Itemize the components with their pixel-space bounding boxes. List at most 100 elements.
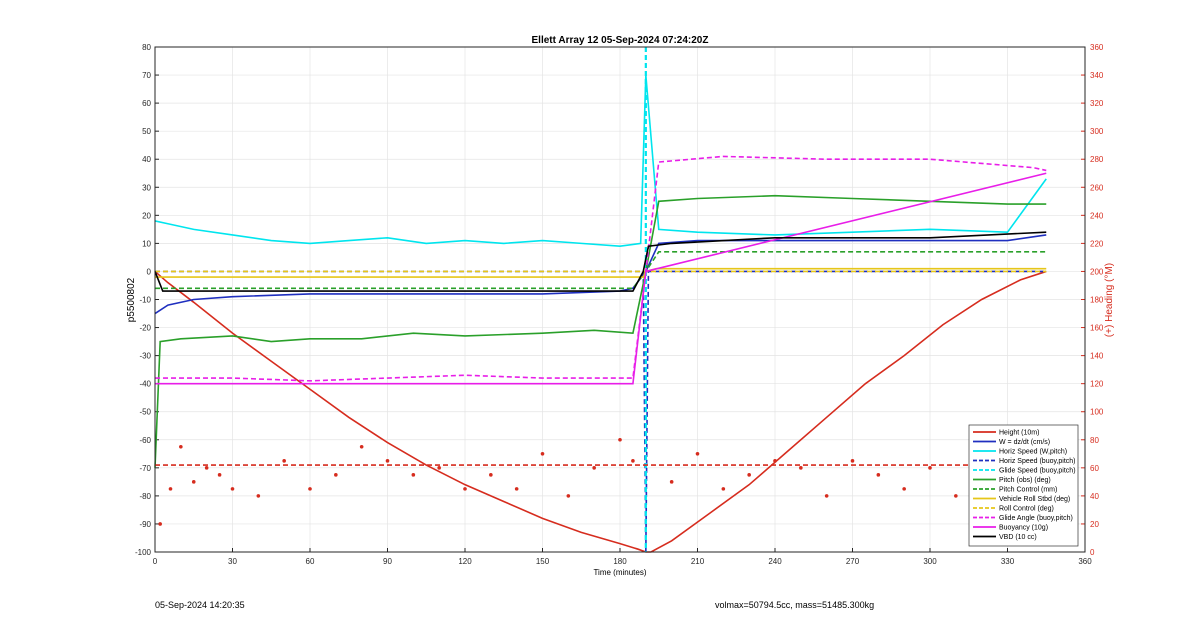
heading-point — [256, 494, 261, 498]
heading-point — [850, 459, 855, 463]
x-tick-label: 180 — [613, 557, 627, 566]
y-right-axis-label: (+) Heading (°M) — [1104, 263, 1115, 337]
legend-entry: Glide Speed (buoy,pitch) — [999, 468, 1076, 475]
series-height-10m — [154, 270, 1047, 553]
heading-point — [179, 444, 183, 449]
heading-point — [618, 437, 622, 442]
x-tick-label: 210 — [691, 557, 705, 566]
footer-timestamp: 05-Sep-2024 14:20:35 — [155, 600, 245, 610]
heading-point — [411, 473, 416, 477]
series-buoyancy-10g — [155, 172, 1047, 385]
footer-mass-info: volmax=50794.5cc, mass=51485.300kg — [715, 600, 875, 610]
x-tick-label: 330 — [1001, 557, 1015, 566]
heading-point — [463, 487, 467, 491]
x-tick-label: 120 — [458, 557, 472, 566]
y-left-tick-label: 60 — [142, 99, 151, 108]
heading-point — [631, 459, 635, 463]
y-left-tick-label: -10 — [139, 296, 151, 305]
y-left-tick-label: -20 — [139, 324, 151, 333]
x-tick-label: 300 — [923, 557, 937, 566]
heading-point — [954, 494, 958, 498]
y-left-tick-label: -50 — [139, 408, 151, 417]
heading-point — [334, 473, 338, 477]
y-right-tick-label: 200 — [1090, 267, 1104, 276]
y-left-tick-label: 0 — [147, 267, 152, 276]
series-heading — [158, 437, 1036, 526]
y-left-tick-label: -90 — [139, 520, 151, 529]
y-right-tick-label: 300 — [1090, 127, 1104, 136]
y-left-tick-label: -70 — [139, 464, 151, 473]
heading-point — [876, 473, 881, 477]
heading-point — [158, 522, 162, 526]
x-tick-label: 30 — [228, 557, 237, 566]
plot-frame — [154, 46, 1086, 553]
legend-entry: Horiz Speed (buoy,pitch) — [999, 458, 1076, 465]
legend: Height (10m) W = dz/dt (cm/s) Horiz Speed … — [968, 424, 1079, 547]
y-right-tick-label: 180 — [1090, 296, 1104, 305]
heading-point — [824, 494, 829, 498]
legend-entry: Roll Control (deg) — [999, 506, 1054, 513]
legend-entry: W = dz/dt (cm/s) — [999, 439, 1050, 446]
x-tick-label: 60 — [306, 557, 315, 566]
y-right-tick-label: 240 — [1090, 211, 1104, 220]
y-right-axis-ticks: 3603403203002802602402202001801601401201… — [1081, 43, 1104, 557]
heading-point — [514, 487, 519, 491]
y-right-tick-label: 80 — [1090, 436, 1099, 445]
legend-entry: Glide Angle (buoy,pitch) — [999, 515, 1073, 522]
legend-box — [968, 424, 1079, 547]
y-right-tick-label: 220 — [1090, 239, 1104, 248]
x-tick-label: 270 — [846, 557, 860, 566]
y-right-tick-label: 100 — [1090, 408, 1104, 417]
chart-title: Ellett Array 12 05-Sep-2024 07:24:20Z — [532, 35, 709, 46]
heading-point — [747, 473, 751, 477]
series-pitch-control-mm — [155, 251, 1047, 290]
heading-point — [566, 494, 571, 498]
x-tick-label: 360 — [1078, 557, 1092, 566]
heading-point — [695, 452, 700, 456]
heading-point — [308, 487, 312, 491]
y-left-tick-label: -60 — [139, 436, 151, 445]
x-tick-label: 90 — [383, 557, 392, 566]
heading-point — [230, 487, 235, 491]
heading-point — [902, 487, 906, 491]
heading-point — [191, 480, 196, 484]
x-tick-label: 240 — [768, 557, 782, 566]
y-left-tick-label: 70 — [142, 71, 151, 80]
y-left-tick-label: -40 — [139, 380, 151, 389]
y-right-tick-label: 0 — [1090, 548, 1095, 557]
y-right-tick-label: 60 — [1090, 464, 1099, 473]
y-right-tick-label: 160 — [1090, 324, 1104, 333]
y-right-tick-label: 140 — [1090, 352, 1104, 361]
y-left-axis-ticks: 80 70 60 50 40 30 20 10 0 -10 -20 -30 -40 -50 -60 -70 -8… — [135, 43, 159, 557]
heading-point — [282, 459, 286, 463]
heading-point — [489, 473, 493, 477]
heading-point — [928, 466, 932, 470]
series-vbd-10-cc — [154, 231, 1047, 292]
y-left-tick-label: -80 — [139, 492, 151, 501]
y-right-tick-label: 340 — [1090, 71, 1104, 80]
legend-entry: Pitch (obs) (deg) — [999, 477, 1051, 484]
heading-point — [359, 444, 364, 449]
series-horiz-speed-w-pitch — [154, 74, 1047, 247]
heading-point — [540, 452, 545, 456]
y-right-tick-label: 280 — [1090, 155, 1104, 164]
y-left-tick-label: -30 — [139, 352, 151, 361]
y-left-tick-label: 50 — [142, 127, 151, 136]
series-vehicle-roll-stbd-deg — [155, 267, 1047, 278]
y-right-tick-label: 20 — [1090, 520, 1099, 529]
y-right-tick-label: 360 — [1090, 43, 1104, 52]
heading-point — [204, 466, 209, 470]
heading-point — [592, 466, 596, 470]
y-left-axis-label: p5500802 — [126, 277, 137, 322]
heading-point — [721, 487, 726, 491]
y-right-tick-label: 40 — [1090, 492, 1099, 501]
series-layer — [154, 47, 1047, 553]
y-right-tick-label: 120 — [1090, 380, 1104, 389]
x-tick-label: 0 — [153, 557, 158, 566]
heading-point — [217, 473, 222, 477]
y-left-tick-label: -100 — [135, 548, 152, 557]
y-left-tick-label: 40 — [142, 155, 151, 164]
legend-entry: VBD (10 cc) — [999, 534, 1037, 541]
legend-entry: Pitch Control (mm) — [999, 487, 1057, 494]
y-right-tick-label: 320 — [1090, 99, 1104, 108]
